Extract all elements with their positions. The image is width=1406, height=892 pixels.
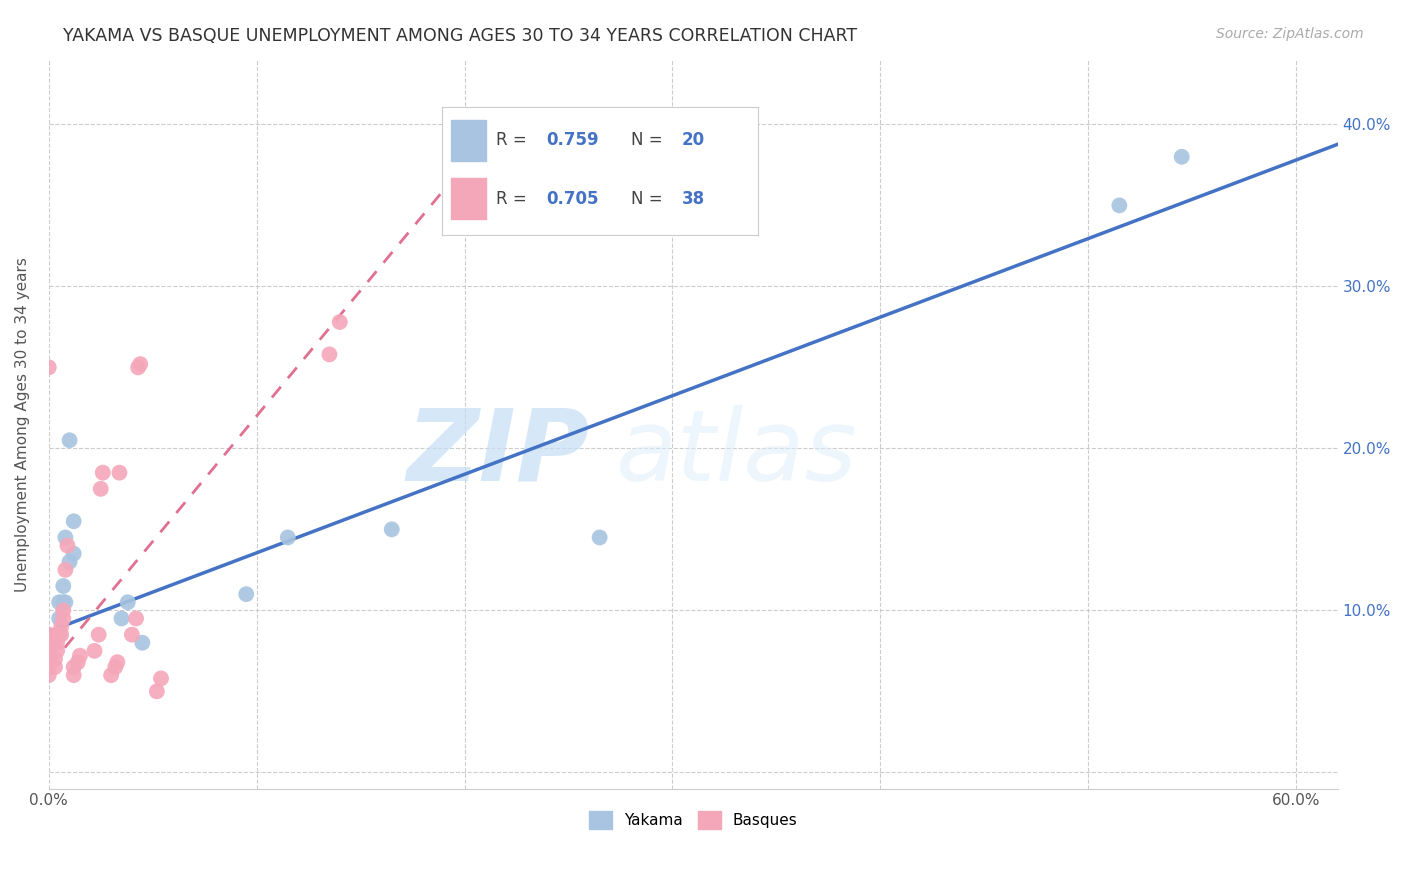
Point [52,603,75,617]
Point [52,595,75,609]
Point [129,357,152,371]
Point [38,652,60,666]
Point [46,644,69,658]
Point [38,660,60,674]
Point [329,315,352,329]
Legend: Yakama, Basques: Yakama, Basques [582,805,804,836]
Point [38,627,60,641]
Text: ZIP: ZIP [408,405,591,501]
Point [62,660,84,674]
Point [62,514,84,528]
Point [131,636,153,650]
Point [100,668,122,682]
Point [62,668,84,682]
Point [46,636,69,650]
Point [91,466,114,480]
Point [38,644,60,658]
Point [588,531,610,545]
Point [56,539,79,553]
Text: Source: ZipAtlas.com: Source: ZipAtlas.com [1216,27,1364,41]
Point [108,466,131,480]
Point [55,595,77,609]
Point [1108,198,1130,212]
Point [51,619,73,633]
Point [110,611,132,625]
Point [146,684,169,698]
Point [104,660,127,674]
Point [69,648,91,663]
Point [127,360,149,375]
Point [66,655,89,669]
Point [117,595,139,609]
Point [150,672,173,686]
Point [51,627,73,641]
Point [55,531,77,545]
Point [58,555,80,569]
Point [318,347,340,361]
Point [38,636,60,650]
Text: atlas: atlas [616,405,858,501]
Point [48,627,70,641]
Point [58,434,80,448]
Point [125,611,148,625]
Point [62,547,84,561]
Point [55,563,77,577]
Point [48,611,70,625]
Point [83,644,105,658]
Point [121,627,143,641]
Text: YAKAMA VS BASQUE UNEMPLOYMENT AMONG AGES 30 TO 34 YEARS CORRELATION CHART: YAKAMA VS BASQUE UNEMPLOYMENT AMONG AGES… [63,27,858,45]
Point [235,587,257,601]
Point [90,482,112,496]
Point [87,627,110,641]
Point [44,652,66,666]
Point [38,668,60,682]
Point [381,522,404,536]
Point [1170,150,1192,164]
Point [48,595,70,609]
Y-axis label: Unemployment Among Ages 30 to 34 years: Unemployment Among Ages 30 to 34 years [15,257,30,591]
Point [105,655,128,669]
Point [44,660,66,674]
Point [52,579,75,593]
Point [52,611,75,625]
Point [277,531,299,545]
Point [46,627,69,641]
Point [38,360,60,375]
